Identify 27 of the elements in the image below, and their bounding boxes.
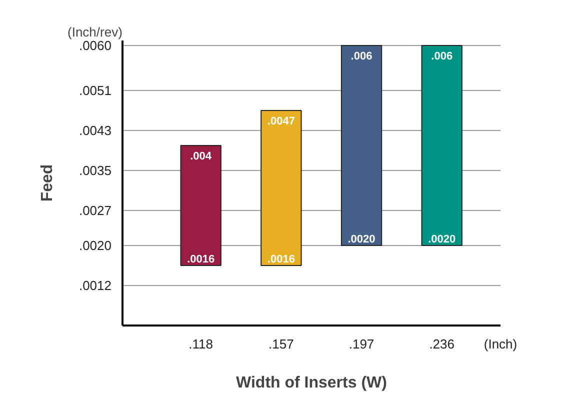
y-tick-label: .0020 <box>78 238 112 253</box>
x-tick-label: .197 <box>348 336 374 352</box>
y-tick-label: .0012 <box>78 278 112 293</box>
annotation: .006 <box>350 50 372 62</box>
y-tick-label: .0051 <box>78 83 112 98</box>
x-tick-label: .236 <box>429 336 455 352</box>
annotation: .0020 <box>348 234 376 246</box>
annotation: .0020 <box>428 234 456 246</box>
y-tick-label: .0035 <box>78 163 112 178</box>
text: (Inch/rev) <box>68 24 122 40</box>
x-axis-title: Width of Inserts (W) <box>236 374 387 392</box>
y-tick-label: .0060 <box>78 38 112 53</box>
y-tick-label: .0043 <box>78 123 112 138</box>
y-axis-title: Feed <box>38 164 56 202</box>
annotation: .0047 <box>267 116 295 128</box>
annotation: .004 <box>190 150 212 162</box>
annotation: .0016 <box>187 254 215 266</box>
y-tick-label: .0027 <box>78 203 112 218</box>
annotation: .0016 <box>267 254 295 266</box>
bar <box>421 45 462 246</box>
bar <box>340 45 382 246</box>
x-tick-label: .118 <box>188 336 214 352</box>
bar <box>260 110 302 266</box>
x-tick-label: .157 <box>268 336 294 352</box>
bar <box>180 145 222 266</box>
annotation: .006 <box>431 50 453 62</box>
text: (Inch) <box>484 336 518 352</box>
